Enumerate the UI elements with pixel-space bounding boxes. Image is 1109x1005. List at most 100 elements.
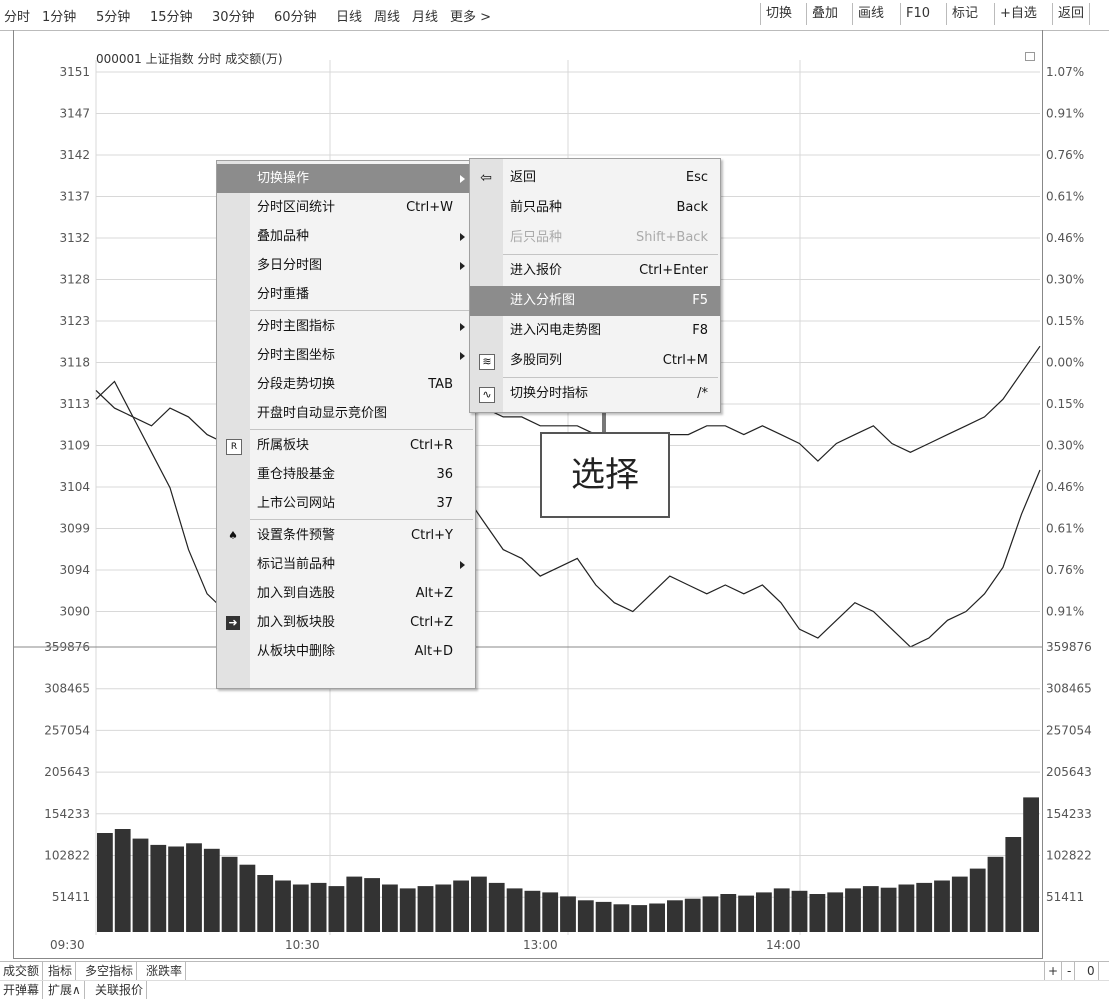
f10-button[interactable]: F10 [900, 3, 935, 25]
y-right-tick-label: 0.00% [1046, 356, 1084, 370]
tab-60min[interactable]: 60分钟 [274, 10, 317, 25]
volume-bar [132, 838, 149, 932]
context-menu-item[interactable]: 叠加品种 [217, 222, 475, 251]
submenu-item[interactable]: ⇦ 返回 Esc [470, 163, 720, 193]
context-menu-item[interactable]: 标记当前品种 [217, 550, 475, 579]
context-menu-item[interactable]: 重仓持股基金 36 [217, 460, 475, 489]
context-menu-item[interactable]: 分时重播 [217, 280, 475, 309]
board-icon: R [226, 438, 242, 455]
volume-bar [827, 892, 844, 932]
menu-separator [250, 310, 473, 311]
y-right-tick-label: 0.30% [1046, 273, 1084, 287]
y-right-tick-label: 205643 [1046, 765, 1092, 779]
tab-monthly[interactable]: 月线 [412, 10, 439, 25]
menu-item-shortcut: F5 [692, 293, 708, 308]
menu-item-shortcut: F8 [692, 323, 708, 338]
danmaku-toggle[interactable]: 开弹幕 [0, 981, 44, 999]
context-menu-item[interactable]: 分时主图坐标 [217, 341, 475, 370]
context-menu-item[interactable]: ➜ 加入到板块股 Ctrl+Z [217, 608, 475, 637]
submenu-arrow-icon [460, 560, 465, 569]
tab-volume[interactable]: 成交额 [0, 962, 44, 980]
context-menu-item[interactable]: 从板块中删除 Alt+D [217, 637, 475, 666]
submenu-arrow-icon [460, 232, 465, 241]
volume-bar [756, 892, 772, 932]
volume-bar [542, 892, 559, 932]
y-right-tick-label: 51411 [1046, 890, 1084, 904]
submenu-item[interactable]: ∿ 切换分时指标 /* [470, 379, 720, 409]
menu-item-shortcut: Ctrl+Z [410, 615, 453, 630]
context-menu-item[interactable]: 分段走势切换 TAB [217, 370, 475, 399]
context-menu-item[interactable]: 分时主图指标 [217, 312, 475, 341]
submenu-item[interactable]: 进入分析图 F5 [470, 286, 720, 316]
context-menu-item[interactable]: 分时区间统计 Ctrl+W [217, 193, 475, 222]
volume-bar [969, 868, 986, 932]
menu-item-label: 进入闪电走势图 [510, 323, 602, 338]
volume-bar [310, 882, 327, 932]
tab-5min[interactable]: 5分钟 [96, 10, 131, 25]
menu-gutter [217, 161, 250, 688]
volume-bar [649, 903, 665, 932]
tab-long-short-indicator[interactable]: 多空指标 [82, 962, 138, 980]
volume-bar [613, 904, 630, 932]
volume-bar [488, 882, 505, 932]
volume-bar [916, 882, 933, 932]
volume-bar [471, 876, 487, 932]
volume-bar [275, 880, 291, 932]
y-tick-label: 3128 [59, 273, 90, 287]
switch-button[interactable]: 切换 [760, 3, 797, 25]
menu-separator [250, 429, 473, 430]
zoom-out-button[interactable]: - [1064, 962, 1076, 980]
volume-bar [292, 884, 309, 932]
chart-frame [13, 30, 1043, 959]
context-menu-item[interactable]: 开盘时自动显示竞价图 [217, 399, 475, 428]
y-tick-label: 3118 [59, 356, 90, 370]
tab-1min[interactable]: 1分钟 [42, 10, 77, 25]
context-menu-item[interactable]: 多日分时图 [217, 251, 475, 280]
restore-window-icon[interactable] [1025, 52, 1035, 61]
volume-bar [684, 898, 701, 932]
related-quotes-tab[interactable]: 关联报价 [92, 981, 148, 999]
add-watchlist-button[interactable]: +自选 [994, 3, 1042, 25]
menu-item-shortcut: Ctrl+M [662, 353, 708, 368]
context-menu-item[interactable]: 加入到自选股 Alt+Z [217, 579, 475, 608]
y-tick-label: 51411 [52, 890, 90, 904]
expand-toggle[interactable]: 扩展∧ [45, 981, 85, 999]
tab-intraday[interactable]: 分时 [4, 10, 31, 25]
menu-item-label: 分时主图指标 [257, 319, 336, 334]
volume-bar [506, 888, 523, 932]
mark-button[interactable]: 标记 [946, 3, 983, 25]
x-tick-label: 14:00 [766, 938, 801, 952]
context-menu-item[interactable]: 上市公司网站 37 [217, 489, 475, 518]
draw-line-button[interactable]: 画线 [852, 3, 889, 25]
tab-indicator[interactable]: 指标 [45, 962, 77, 980]
context-menu-item[interactable]: R 所属板块 Ctrl+R [217, 431, 475, 460]
volume-bar [97, 833, 113, 932]
tab-weekly[interactable]: 周线 [374, 10, 401, 25]
volume-bar [862, 886, 879, 932]
return-button[interactable]: 返回 [1052, 3, 1091, 25]
tab-daily[interactable]: 日线 [336, 10, 363, 25]
reset-zoom-button[interactable]: 0 [1084, 962, 1099, 980]
tab-15min[interactable]: 15分钟 [150, 10, 193, 25]
submenu-item[interactable]: 进入闪电走势图 F8 [470, 316, 720, 346]
menu-item-shortcut: Esc [685, 170, 708, 185]
menu-separator [503, 254, 718, 255]
volume-bar [524, 890, 541, 932]
context-menu-item[interactable]: ♠ 设置条件预警 Ctrl+Y [217, 521, 475, 550]
volume-bar [934, 880, 950, 932]
volume-bar [880, 887, 897, 932]
overlay-button[interactable]: 叠加 [806, 3, 843, 25]
submenu-item[interactable]: 前只品种 Back [470, 193, 720, 223]
context-menu-item[interactable]: 切换操作 [217, 164, 475, 193]
y-tick-label: 205643 [44, 765, 90, 779]
submenu-item[interactable]: 进入报价 Ctrl+Enter [470, 256, 720, 286]
submenu-item[interactable]: ≋ 多股同列 Ctrl+M [470, 346, 720, 376]
menu-item-label: 前只品种 [510, 200, 563, 215]
tab-change-rate[interactable]: 涨跌率 [143, 962, 187, 980]
tab-more[interactable]: 更多 > [450, 10, 492, 25]
indicator-icon: ∿ [479, 387, 495, 403]
volume-bar [114, 829, 131, 932]
tab-30min[interactable]: 30分钟 [212, 10, 255, 25]
zoom-in-button[interactable]: + [1044, 962, 1063, 980]
volume-bar [364, 878, 380, 932]
